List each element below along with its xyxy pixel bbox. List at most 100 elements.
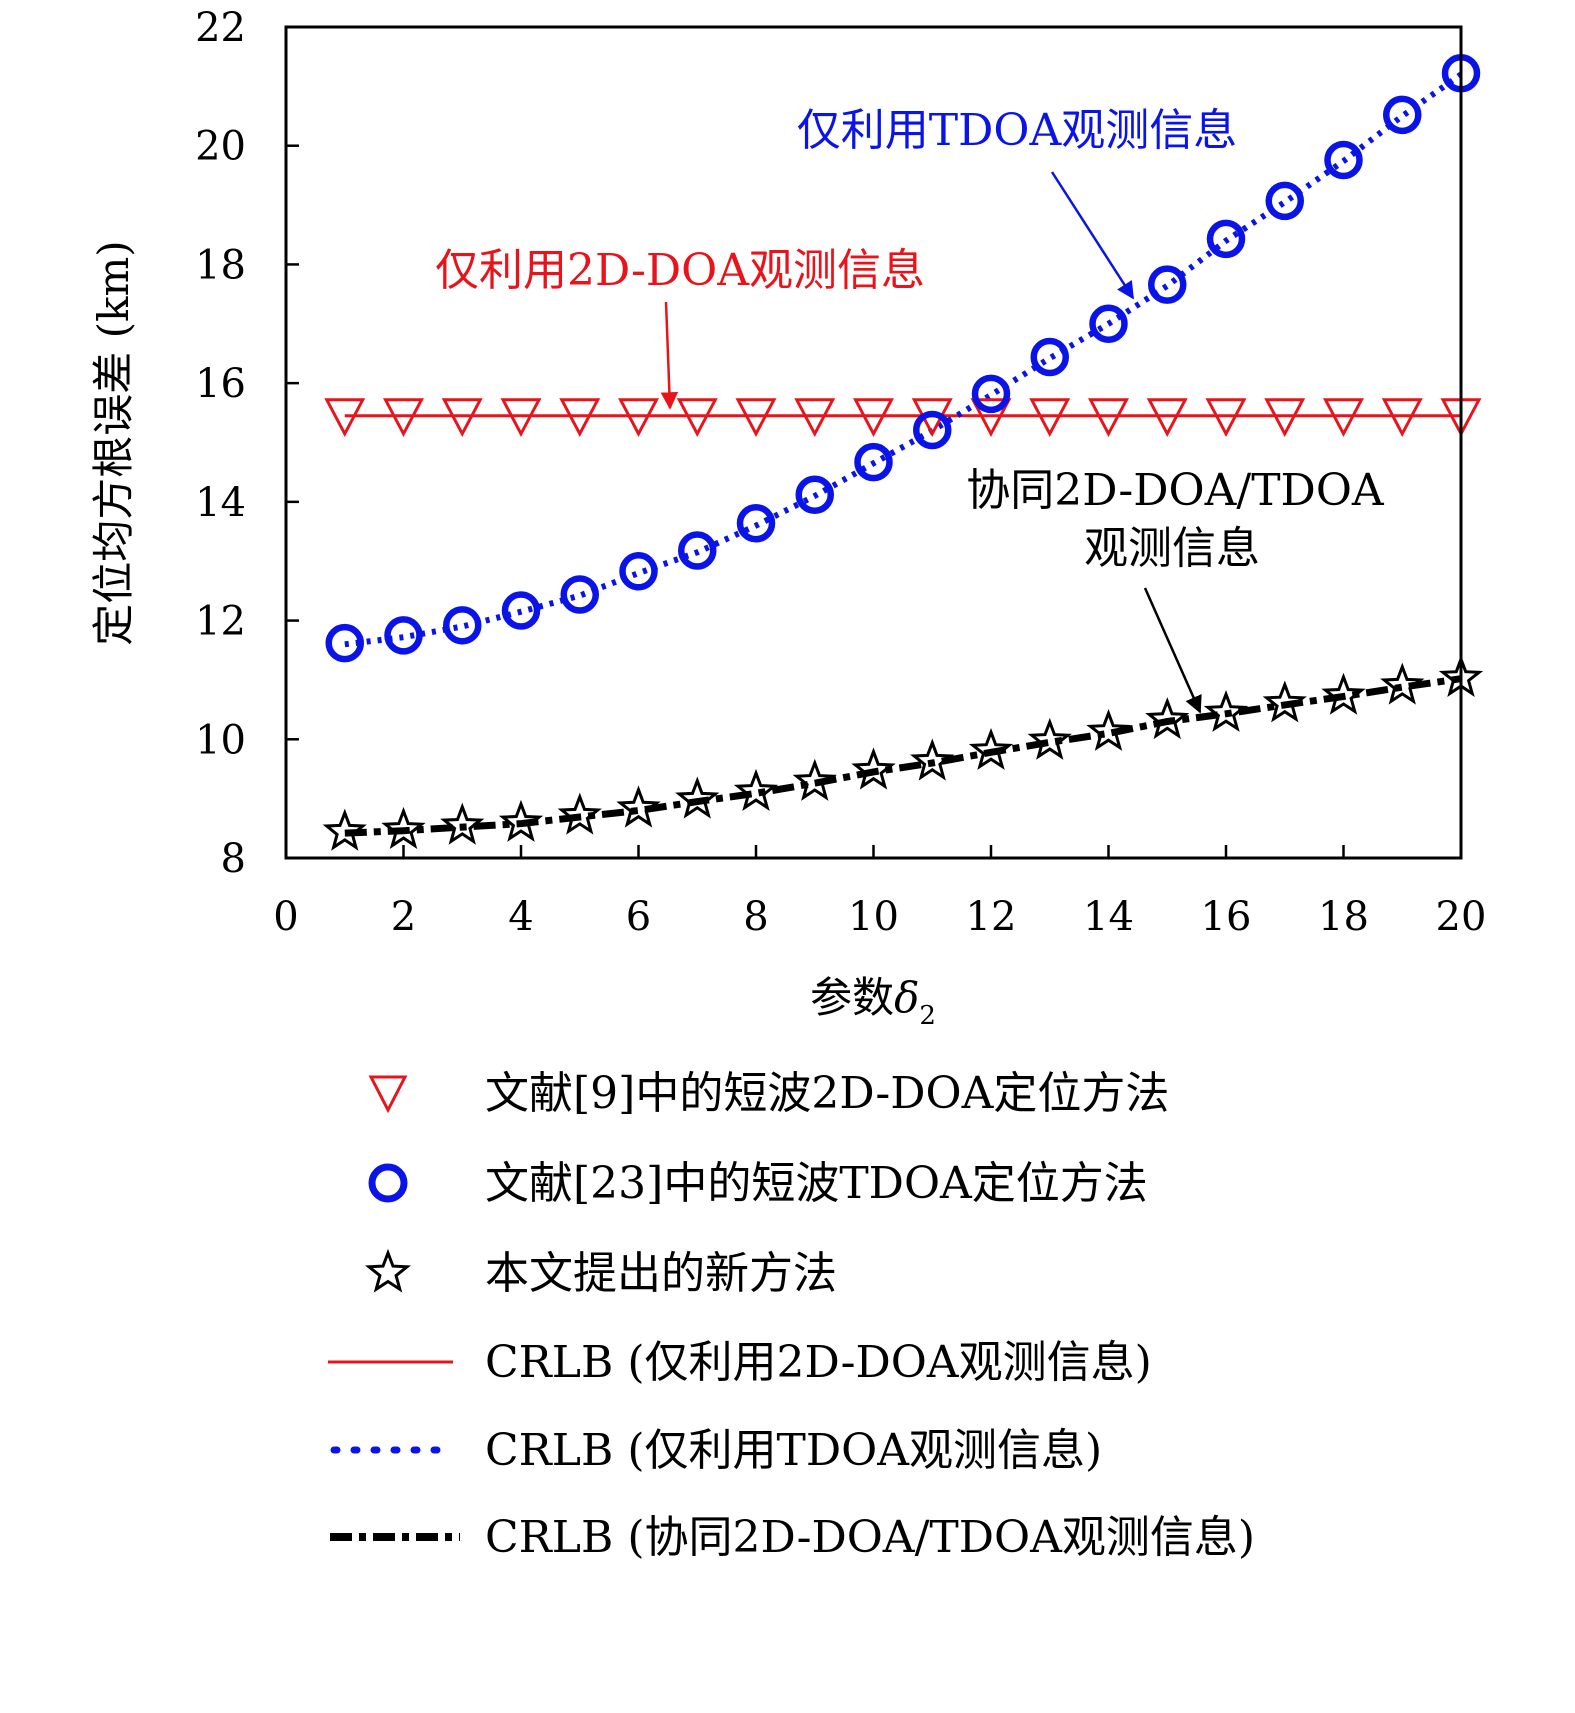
star-marker — [498, 799, 544, 842]
legend-triangle-marker — [368, 1075, 408, 1114]
y-tick-label: 22 — [195, 5, 246, 51]
legend-item-crlb-2d-doa: CRLB (仅利用2D-DOA观测信息) — [328, 1337, 1152, 1388]
legend-star-marker — [364, 1248, 412, 1293]
annotation-2d-doa-arrow — [660, 301, 679, 410]
circle-marker — [384, 616, 423, 655]
y-tick-label: 14 — [195, 480, 246, 526]
circle-marker — [1206, 219, 1246, 259]
star-marker — [1321, 672, 1366, 715]
triangle-marker — [324, 398, 366, 437]
star-marker — [616, 785, 661, 828]
annotation-joint-label-line2: 观测信息 — [1084, 523, 1260, 574]
annotation-2d-doa-label: 仅利用2D-DOA观测信息 — [435, 245, 925, 296]
star-marker — [440, 802, 485, 845]
x-axis-title-symbol: δ — [894, 973, 919, 1022]
y-axis: 8 10 12 14 16 18 20 22 — [195, 5, 299, 882]
legend-item-crlb-joint: CRLB (协同2D-DOA/TDOA观测信息) — [330, 1512, 1255, 1563]
triangle-marker — [970, 398, 1012, 437]
y-axis-title: 定位均方根误差 (km) — [89, 240, 138, 645]
x-tick-label: 16 — [1201, 894, 1252, 940]
legend-item-new-method: 本文提出的新方法 — [364, 1248, 837, 1299]
circle-marker — [619, 552, 658, 591]
annotation-joint-arrow — [1143, 587, 1202, 714]
circle-marker — [325, 623, 364, 663]
x-tick-label: 10 — [848, 894, 899, 940]
x-tick-label: 12 — [966, 894, 1017, 940]
triangle-marker — [735, 398, 777, 437]
annotation-joint: 协同2D-DOA/TDOA 观测信息 — [966, 465, 1385, 714]
triangle-marker — [559, 398, 601, 437]
x-tick-label: 8 — [743, 894, 768, 940]
star-marker — [1086, 708, 1131, 751]
legend-label: CRLB (仅利用TDOA观测信息) — [485, 1425, 1102, 1476]
x-axis-title-subscript: 2 — [919, 1001, 936, 1031]
star-marker — [851, 747, 896, 790]
triangle-marker — [676, 398, 718, 437]
triangle-marker — [500, 398, 542, 437]
star-marker — [1145, 697, 1190, 740]
triangle-marker — [1264, 398, 1306, 437]
triangle-marker — [1381, 398, 1423, 437]
triangle-marker — [853, 398, 894, 437]
circle-marker — [795, 475, 834, 514]
triangle-marker — [1029, 398, 1071, 437]
legend-item-tdoa-method: 文献[23]中的短波TDOA定位方法 — [368, 1158, 1148, 1209]
circle-marker — [1148, 265, 1187, 304]
triangle-marker — [1088, 398, 1129, 437]
circle-marker — [501, 591, 541, 630]
circle-marker — [1265, 181, 1304, 221]
x-tick-label: 0 — [273, 894, 298, 940]
star-marker — [910, 738, 955, 781]
y-tick-label: 18 — [195, 242, 246, 288]
x-tick-label: 20 — [1436, 894, 1487, 940]
triangle-marker — [1205, 398, 1247, 437]
legend-label: CRLB (协同2D-DOA/TDOA观测信息) — [485, 1512, 1255, 1563]
annotation-2d-doa: 仅利用2D-DOA观测信息 — [435, 245, 925, 410]
crlb-tdoa-line — [344, 72, 1463, 648]
circle-marker — [913, 410, 952, 450]
y-tick-label: 10 — [195, 717, 246, 763]
star-marker — [1380, 662, 1425, 705]
y-tick-label: 16 — [195, 361, 246, 407]
triangle-marker — [1146, 398, 1188, 437]
series-markers — [322, 54, 1484, 851]
legend-label: 文献[23]中的短波TDOA定位方法 — [485, 1158, 1148, 1209]
star-marker — [1027, 717, 1072, 760]
x-axis-title: 参数δ2 — [810, 973, 936, 1031]
x-tick-label: 6 — [626, 894, 651, 940]
y-tick-label: 12 — [195, 599, 246, 645]
circle-marker — [1324, 140, 1363, 180]
legend-item-crlb-tdoa: CRLB (仅利用TDOA观测信息) — [330, 1425, 1102, 1476]
star-marker — [792, 758, 837, 801]
triangle-marker — [383, 398, 424, 437]
star-marker — [381, 806, 426, 849]
circle-marker — [736, 503, 776, 543]
circle-marker — [1089, 304, 1128, 344]
legend-label: CRLB (仅利用2D-DOA观测信息) — [485, 1337, 1152, 1388]
circle-marker — [1383, 95, 1422, 135]
crlb-joint-line — [344, 675, 1462, 837]
star-marker — [675, 776, 720, 819]
star-marker — [322, 808, 367, 851]
x-tick-label: 4 — [508, 894, 533, 940]
star-marker — [557, 792, 602, 835]
y-tick-label: 8 — [221, 836, 246, 882]
annotation-joint-label-line1: 协同2D-DOA/TDOA — [966, 465, 1385, 516]
circle-marker — [560, 575, 599, 614]
annotation-tdoa-arrow — [1050, 171, 1135, 300]
triangle-marker — [1323, 398, 1364, 437]
circle-marker — [443, 606, 482, 645]
y-tick-label: 20 — [195, 124, 246, 170]
annotation-tdoa: 仅利用TDOA观测信息 — [797, 105, 1237, 300]
legend-circle-marker — [368, 1163, 408, 1203]
circle-marker — [854, 442, 893, 482]
legend-label: 文献[9]中的短波2D-DOA定位方法 — [485, 1068, 1169, 1119]
x-axis-title-text: 参数 — [810, 973, 894, 1022]
legend: 文献[9]中的短波2D-DOA定位方法 文献[23]中的短波TDOA定位方法 本… — [328, 1068, 1255, 1563]
triangle-marker — [618, 398, 659, 437]
legend-label: 本文提出的新方法 — [485, 1248, 837, 1299]
x-tick-label: 14 — [1083, 894, 1134, 940]
circle-marker — [971, 374, 1011, 414]
x-tick-label: 18 — [1318, 894, 1369, 940]
